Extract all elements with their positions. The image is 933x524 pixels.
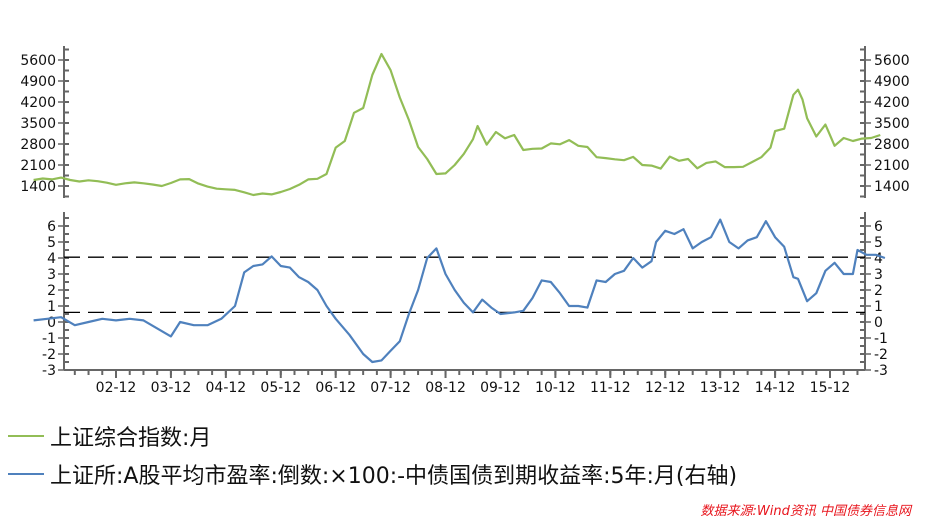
svg-text:15-12: 15-12 bbox=[810, 380, 851, 396]
legend-label-composite: 上证综合指数:月 bbox=[50, 426, 212, 451]
svg-text:0: 0 bbox=[47, 315, 56, 331]
svg-text:14-12: 14-12 bbox=[755, 380, 796, 396]
svg-text:02-12: 02-12 bbox=[96, 380, 137, 396]
top-right-y-axis: 5600 4900 4200 3500 2800 2100 1400 bbox=[860, 46, 910, 198]
data-source-note: 数据来源:Wind资讯 中国债券信息网 bbox=[700, 504, 911, 519]
svg-text:4900: 4900 bbox=[20, 74, 56, 90]
svg-text:12-12: 12-12 bbox=[645, 380, 686, 396]
svg-text:-1: -1 bbox=[874, 331, 888, 347]
top-left-y-axis: 5600 4900 4200 3500 2800 2100 1400 bbox=[20, 46, 69, 198]
legend-item-composite: 上证综合指数:月 bbox=[8, 420, 211, 452]
svg-text:08-12: 08-12 bbox=[425, 380, 466, 396]
svg-text:-2: -2 bbox=[874, 347, 888, 363]
svg-text:10-12: 10-12 bbox=[535, 380, 576, 396]
svg-text:2100: 2100 bbox=[20, 158, 56, 174]
x-axis: 02-12 03-12 04-12 05-12 06-12 07-12 08-12 09-12… bbox=[64, 369, 865, 396]
svg-text:2: 2 bbox=[874, 283, 883, 299]
svg-text:2: 2 bbox=[47, 283, 56, 299]
svg-text:3500: 3500 bbox=[20, 116, 56, 132]
svg-text:1400: 1400 bbox=[874, 179, 910, 195]
svg-text:07-12: 07-12 bbox=[370, 380, 411, 396]
svg-text:5600: 5600 bbox=[20, 53, 56, 69]
reference-lines bbox=[64, 256, 865, 314]
svg-text:4900: 4900 bbox=[874, 74, 910, 90]
svg-text:04-12: 04-12 bbox=[206, 380, 247, 396]
svg-text:3: 3 bbox=[47, 267, 56, 283]
svg-text:09-12: 09-12 bbox=[480, 380, 521, 396]
legend-label-spread: 上证所:A股平均市盈率:倒数:×100:-中债国债到期收益率:5年:月(右轴) bbox=[50, 464, 738, 489]
svg-text:4200: 4200 bbox=[20, 95, 56, 111]
svg-text:05-12: 05-12 bbox=[260, 380, 301, 396]
svg-text:06-12: 06-12 bbox=[315, 380, 356, 396]
shanghai-composite-line bbox=[33, 52, 881, 197]
svg-text:1: 1 bbox=[47, 299, 56, 315]
svg-text:11-12: 11-12 bbox=[590, 380, 631, 396]
svg-text:4200: 4200 bbox=[874, 95, 910, 111]
svg-text:0: 0 bbox=[874, 315, 883, 331]
svg-text:4: 4 bbox=[47, 251, 56, 267]
svg-text:3: 3 bbox=[874, 267, 883, 283]
svg-text:5: 5 bbox=[874, 235, 883, 251]
svg-text:1: 1 bbox=[874, 299, 883, 315]
legend-swatch-green bbox=[8, 435, 44, 437]
svg-text:-3: -3 bbox=[42, 363, 56, 379]
svg-text:1400: 1400 bbox=[20, 179, 56, 195]
svg-text:13-12: 13-12 bbox=[700, 380, 741, 396]
svg-text:2800: 2800 bbox=[20, 137, 56, 153]
svg-text:2100: 2100 bbox=[874, 158, 910, 174]
svg-text:4: 4 bbox=[874, 251, 883, 267]
svg-text:6: 6 bbox=[874, 219, 883, 235]
svg-text:-2: -2 bbox=[42, 347, 56, 363]
legend-swatch-blue bbox=[8, 473, 44, 475]
svg-text:3500: 3500 bbox=[874, 116, 910, 132]
svg-text:-1: -1 bbox=[42, 331, 56, 347]
svg-text:03-12: 03-12 bbox=[151, 380, 192, 396]
legend-item-spread: 上证所:A股平均市盈率:倒数:×100:-中债国债到期收益率:5年:月(右轴) bbox=[8, 458, 737, 490]
yield-spread-line bbox=[33, 218, 886, 364]
svg-text:5600: 5600 bbox=[874, 53, 910, 69]
svg-text:6: 6 bbox=[47, 219, 56, 235]
svg-text:2800: 2800 bbox=[874, 137, 910, 153]
svg-text:-3: -3 bbox=[874, 363, 888, 379]
svg-text:5: 5 bbox=[47, 235, 56, 251]
